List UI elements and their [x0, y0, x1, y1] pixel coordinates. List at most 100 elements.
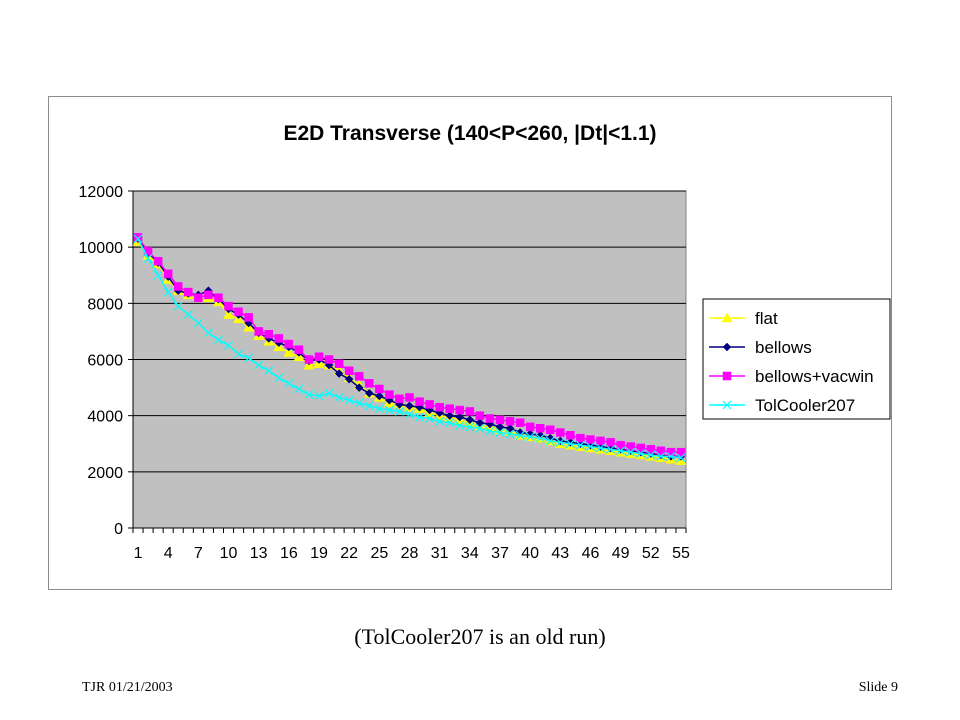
legend-label: TolCooler207: [755, 396, 855, 415]
data-point-bellows-vacwin: [676, 447, 686, 457]
data-point-bellows-vacwin: [354, 372, 364, 381]
data-point-bellows-vacwin: [425, 400, 434, 409]
data-point-bellows-vacwin: [385, 390, 394, 399]
data-point-bellows-vacwin: [365, 379, 374, 388]
data-point-tolcooler207: [616, 446, 626, 456]
data-point-bellows-vacwin: [244, 313, 253, 322]
x-tick-label: 7: [194, 545, 203, 562]
data-point-tolcooler207: [586, 442, 595, 451]
data-point-tolcooler207: [485, 426, 495, 436]
data-point-bellows-vacwin: [515, 418, 525, 427]
data-point-bellows: [364, 388, 374, 398]
x-tick-label: 28: [401, 545, 419, 562]
data-point-tolcooler207: [535, 433, 545, 443]
data-point-tolcooler207: [606, 444, 616, 454]
data-point-tolcooler207: [425, 414, 435, 423]
data-point-bellows: [374, 391, 384, 401]
legend-swatch-marker: [722, 342, 732, 352]
data-point-bellows-vacwin: [344, 366, 354, 375]
data-point-bellows: [354, 383, 364, 392]
data-point-bellows-vacwin: [475, 411, 485, 420]
x-tick-label: 13: [250, 545, 268, 562]
data-point-tolcooler207: [565, 439, 575, 449]
data-point-tolcooler207: [294, 384, 304, 394]
data-point-tolcooler207: [415, 412, 424, 422]
data-point-bellows-vacwin: [445, 404, 454, 413]
data-point-bellows-vacwin: [334, 359, 344, 368]
x-tick-label: 19: [310, 545, 328, 562]
data-point-tolcooler207: [153, 270, 163, 280]
data-point-tolcooler207: [384, 405, 394, 415]
data-point-bellows-vacwin: [204, 290, 213, 300]
data-point-bellows-vacwin: [254, 327, 263, 336]
x-tick-label: 46: [582, 545, 600, 562]
data-point-tolcooler207: [626, 447, 636, 457]
data-point-tolcooler207: [676, 453, 686, 463]
data-point-bellows-vacwin: [395, 394, 404, 404]
data-point-bellows-vacwin: [525, 422, 535, 432]
data-point-bellows-vacwin: [596, 436, 605, 446]
x-tick-label: 49: [612, 545, 630, 562]
data-point-tolcooler207: [334, 392, 344, 402]
data-point-bellows: [334, 369, 344, 378]
data-point-tolcooler207: [173, 301, 183, 311]
data-point-bellows-vacwin: [616, 440, 625, 450]
data-point-bellows-vacwin: [173, 282, 183, 291]
data-point-flat: [283, 346, 295, 357]
data-point-tolcooler207: [224, 341, 233, 350]
data-point-bellows-vacwin: [495, 415, 505, 425]
x-tick-label: 34: [461, 545, 479, 562]
data-point-tolcooler207: [405, 409, 414, 419]
chart-svg: E2D Transverse (140<P<260, |Dt|<1.1) 0 200…: [79, 122, 891, 562]
data-point-bellows: [475, 418, 485, 428]
data-point-bellows-vacwin: [415, 397, 424, 406]
data-point-tolcooler207: [133, 234, 143, 244]
data-point-bellows-vacwin: [576, 433, 585, 443]
data-point-bellows-vacwin: [274, 334, 284, 343]
data-point-tolcooler207: [254, 360, 264, 370]
x-tick-label: 16: [280, 545, 298, 562]
data-point-tolcooler207: [576, 440, 585, 450]
data-point-tolcooler207: [284, 378, 294, 388]
data-point-tolcooler207: [525, 432, 535, 442]
data-point-tolcooler207: [455, 421, 465, 430]
y-tick-label: 4000: [87, 409, 123, 426]
data-point-tolcooler207: [495, 428, 505, 437]
data-point-bellows-vacwin: [656, 446, 666, 456]
data-point-tolcooler207: [304, 390, 314, 400]
data-point-bellows: [495, 422, 505, 432]
data-point-bellows-vacwin: [163, 269, 173, 279]
data-point-tolcooler207: [193, 318, 203, 328]
data-point-tolcooler207: [515, 430, 525, 440]
data-point-bellows-vacwin: [375, 384, 384, 394]
legend-swatch-marker: [722, 400, 732, 410]
data-point-tolcooler207: [203, 328, 213, 338]
x-tick-label: 1: [134, 545, 143, 562]
data-point-bellows-vacwin: [455, 405, 465, 415]
data-point-bellows-vacwin: [485, 414, 495, 423]
data-point-bellows-vacwin: [133, 233, 143, 242]
data-point-bellows-vacwin: [194, 293, 203, 302]
data-point-bellows: [465, 415, 475, 425]
data-point-bellows-vacwin: [294, 345, 304, 354]
legend-box: [702, 298, 891, 420]
x-tick-label: 43: [551, 545, 569, 562]
data-point-tolcooler207: [374, 404, 384, 414]
data-point-tolcooler207: [596, 443, 605, 453]
data-point-bellows: [405, 401, 414, 411]
data-point-bellows-vacwin: [636, 443, 646, 453]
x-tick-label: 52: [642, 545, 660, 562]
y-tick-label: 2000: [87, 465, 123, 482]
y-tick-label: 10000: [79, 240, 124, 257]
data-point-tolcooler207: [555, 437, 565, 447]
data-point-tolcooler207: [344, 395, 354, 405]
legend-swatch-marker: [722, 371, 732, 381]
x-tick-label: 22: [340, 545, 358, 562]
data-point-tolcooler207: [314, 391, 324, 401]
data-point-bellows-vacwin: [556, 428, 565, 437]
data-point-tolcooler207: [214, 335, 223, 345]
data-point-bellows-vacwin: [666, 447, 676, 457]
y-tick-label: 12000: [79, 184, 124, 201]
data-point-tolcooler207: [475, 423, 485, 433]
x-tick-label: 55: [672, 545, 690, 562]
